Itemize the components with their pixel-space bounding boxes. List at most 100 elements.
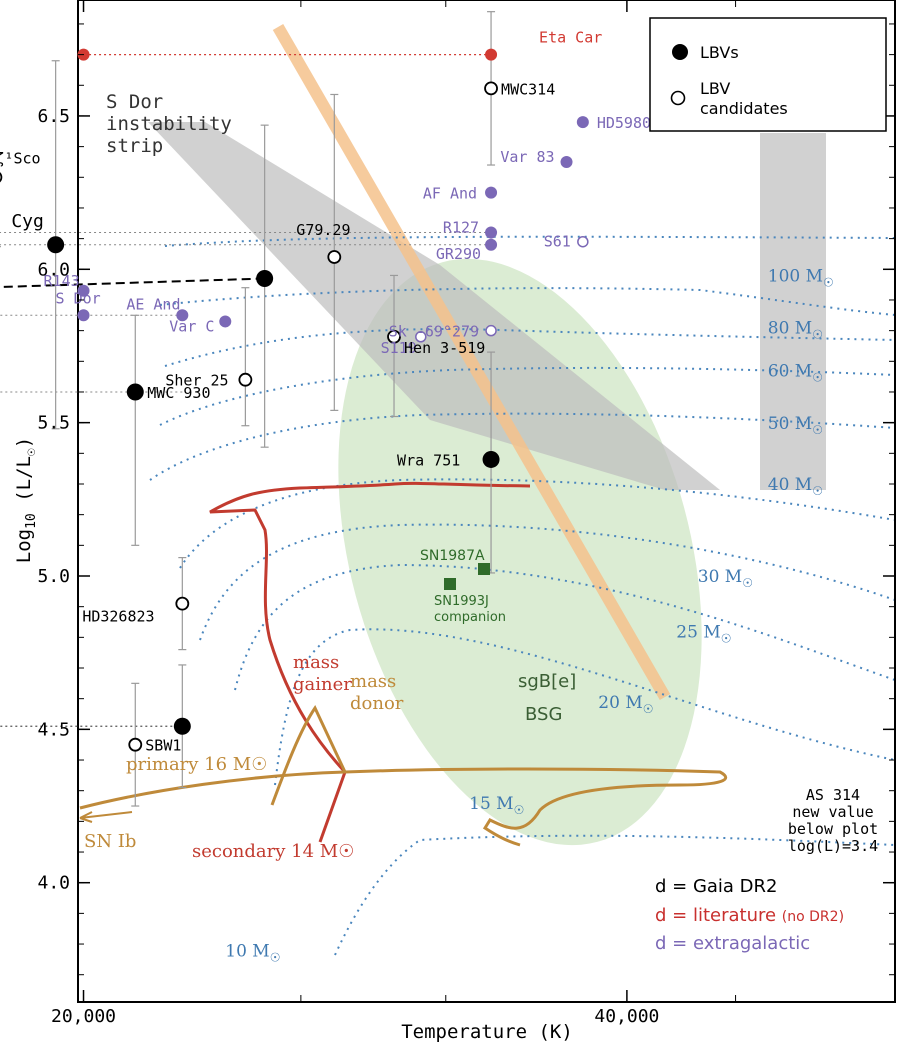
x-axis-title: Temperature (K) [401, 1021, 573, 1043]
star-label-sbw1-41: SBW1 [145, 737, 181, 755]
star-label-mwc-930-46: MWC 930 [147, 384, 210, 402]
sn1993j-label: SN1993J companion [434, 594, 506, 625]
legend-lbv-marker [672, 44, 688, 60]
key-gaia: d = Gaia DR2 [655, 876, 778, 897]
star-label-mwc314-29: MWC314 [501, 80, 555, 98]
y-tick-label: 5.5 [37, 413, 70, 434]
track-20 [234, 563, 896, 691]
color-key: d = Gaia DR2 d = literature (no DR2) d =… [655, 876, 844, 954]
star-marker-sbw1-41 [128, 737, 143, 752]
star-label-hd80077-32: HD80077 [0, 243, 1, 261]
secondary-track [318, 771, 347, 843]
track-50 [159, 366, 896, 426]
legend-box [649, 17, 887, 132]
bsg-label: BSG [525, 704, 562, 725]
sn1993j-marker [444, 578, 456, 590]
star-marker-s-dor-14 [77, 309, 90, 322]
star-label-g79-29-33: G79.29 [296, 221, 350, 239]
star-label-sk-69-279-10: Sk -69°279 [389, 323, 479, 341]
star-label-ae-and-13: AE And [126, 295, 180, 313]
track-label-80: 80 M☉ [768, 319, 823, 342]
track-25 [199, 523, 896, 641]
star-marker-hen-3-519-36 [387, 329, 401, 344]
y-axis-title-group: Log10 (L/L☉) [13, 437, 39, 563]
star-marker-r127-7 [485, 226, 498, 239]
y-tick-label: 6.0 [37, 259, 70, 280]
y-tick-label: 4.5 [37, 719, 70, 740]
sn-ib-arrow [79, 811, 133, 823]
cool-instability-band [760, 133, 826, 490]
star-label-s119-11: S119 [381, 339, 417, 357]
star-label-r143-12: R143 [44, 272, 80, 290]
key-literature: d = literature (no DR2) [655, 905, 844, 926]
track-label-60: 60 M☉ [768, 362, 823, 385]
annotation-text: AS 314 new value below plot log(L)=3.4 [788, 786, 878, 855]
star-marker-af-and-6 [485, 186, 498, 199]
star-marker-p-cyg-42 [47, 236, 65, 254]
track-label-20: 20 M☉ [598, 693, 653, 716]
legend-lbv-label: LBVs [700, 43, 739, 62]
legend-candidate-label: LBV candidates [700, 79, 788, 118]
track-label-10: 10 M☉ [225, 941, 280, 964]
legend-candidate-marker [670, 90, 686, 106]
y-tick-label: 6.5 [37, 106, 70, 127]
mass-donor-label: mass donor [350, 671, 404, 714]
star-marker-s119-11 [415, 331, 427, 343]
legend: LBVs LBV candidates [649, 17, 887, 132]
star-marker-mwc314-29 [484, 81, 498, 96]
star-label-s61-9: S61 [544, 233, 571, 251]
region-labels: S Dor instability strip sgB[e] BSG SN1987A… [106, 91, 576, 725]
star-label-hen-3-519-36: Hen 3-519 [404, 339, 485, 357]
star-marker-hd5980-4 [576, 116, 589, 129]
star-marker-mwc-930-46 [126, 383, 144, 401]
mass-gainer-track [209, 481, 531, 774]
star-marker-sher-25-37 [238, 372, 253, 387]
track-mass-labels: 100 M☉ 80 M☉ 60 M☉ 50 M☉ 40 M☉ 30 M☉ 25 M☉ 20 M… [225, 267, 834, 965]
background-regions [148, 23, 826, 846]
track-60 [164, 328, 896, 367]
star-marker-var-c-15 [219, 315, 232, 328]
star-marker-wra-751-50 [482, 450, 500, 468]
track-label-50: 50 M☉ [768, 414, 823, 437]
star-marker-unnamed-57 [173, 717, 191, 735]
y-axis-title: Log10 (L/L☉) [13, 437, 39, 563]
star-marker-ae-and-13 [176, 309, 189, 322]
binary-track-labels: mass gainer mass donor primary 16 M☉ secon… [84, 652, 404, 862]
star-label-eta-car-0: Eta Car [539, 29, 602, 47]
mass-gainer-label: mass gainer [293, 652, 352, 695]
star-label-hd326823-40: HD326823 [82, 608, 154, 626]
s-dor-strip-label: S Dor instability strip [106, 91, 232, 157]
star-marker-r143-12 [77, 284, 90, 297]
track-80 [159, 287, 896, 316]
star-label-var-83-5: Var 83 [500, 148, 554, 166]
star-marker-s61-9 [577, 235, 589, 248]
key-extragalactic: d = extragalactic [655, 933, 810, 954]
star-label-s-dor-14: S Dor [56, 289, 101, 307]
x-tick-label: 40,000 [594, 1006, 659, 1027]
star-marker-sk-69-279-10 [485, 324, 497, 337]
star-marker-gr290-8 [485, 238, 498, 251]
track-label-25: 25 M☉ [676, 622, 731, 645]
track-100 [164, 235, 896, 247]
binary-tracks [79, 481, 728, 847]
star-marker-sco-30 [0, 172, 3, 183]
star-label-hd5980-4: HD5980 [597, 114, 651, 132]
star-label-sco-30: ζ¹Sco [0, 149, 41, 167]
primary-label: primary 16 M☉ [126, 754, 267, 775]
y-tick-label: 4.0 [37, 873, 70, 894]
plot-frame [77, 0, 896, 1003]
data-points [0, 48, 589, 752]
star-label-gr290-8: GR290 [436, 245, 481, 263]
track-label-100: 100 M☉ [768, 267, 834, 290]
star-marker-unnamed-43 [256, 270, 274, 288]
star-label-var-c-15: Var C [169, 317, 214, 335]
x-tick-label: 20,000 [51, 1006, 116, 1027]
sgbe-label: sgB[e] [518, 671, 576, 692]
track-40 [149, 412, 896, 481]
star-marker-eta-car-0 [485, 48, 498, 61]
star-marker-var-83-5 [560, 155, 573, 168]
star-label-r127-7: R127 [443, 218, 479, 236]
as314-annotation: AS 314 new value below plot log(L)=3.4 [788, 786, 878, 855]
